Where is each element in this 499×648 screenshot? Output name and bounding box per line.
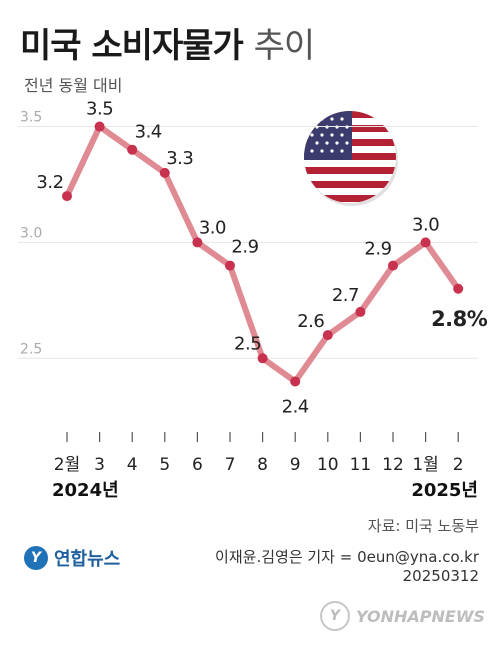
data-point bbox=[94, 121, 105, 132]
data-point bbox=[127, 144, 138, 155]
x-tick-label: 2 bbox=[453, 455, 464, 475]
x-tick-label: 4 bbox=[127, 455, 138, 475]
data-label: 2.9 bbox=[364, 239, 391, 260]
x-tick-label: 8 bbox=[257, 455, 268, 475]
data-label: 3.5 bbox=[86, 99, 113, 120]
watermark-text: YONHAPNEWS bbox=[356, 606, 485, 626]
x-tick-label: 12 bbox=[382, 455, 404, 475]
data-label: 3.4 bbox=[135, 122, 162, 143]
chart-title: 미국 소비자물가 추이 bbox=[20, 18, 316, 67]
watermark: Y YONHAPNEWS bbox=[320, 601, 485, 631]
data-point bbox=[290, 376, 301, 387]
data-point bbox=[257, 353, 268, 364]
data-label: 3.2 bbox=[36, 172, 63, 193]
x-tick-label: 10 bbox=[317, 455, 339, 475]
x-tick-label: 1월 bbox=[412, 455, 438, 475]
data-label: 3.3 bbox=[166, 148, 193, 169]
x-tick-label: 2월 bbox=[54, 455, 80, 475]
yonhap-logo-icon: Y bbox=[24, 546, 48, 570]
y-tick-label: 3.0 bbox=[20, 225, 42, 241]
credit: 이재윤.김영은 기자 = 0eun@yna.co.kr 20250312 bbox=[215, 548, 479, 586]
credit-line: 이재윤.김영은 기자 = 0eun@yna.co.kr bbox=[215, 548, 479, 566]
data-label: 2.9 bbox=[231, 237, 258, 258]
x-year-label: 2024년 bbox=[52, 480, 119, 501]
x-tick-label: 5 bbox=[159, 455, 170, 475]
data-point bbox=[62, 191, 72, 202]
data-label: 2.4 bbox=[282, 396, 309, 417]
data-label: 2.5 bbox=[234, 333, 261, 354]
x-tick-label: 6 bbox=[192, 455, 203, 475]
yonhap-logo-text: 연합뉴스 bbox=[54, 549, 121, 570]
y-tick-label: 2.5 bbox=[20, 341, 42, 357]
title-light: 추이 bbox=[253, 26, 316, 66]
data-label: 2.7 bbox=[332, 285, 359, 306]
data-point bbox=[192, 237, 203, 248]
data-label: 2.6 bbox=[297, 311, 324, 332]
source-note: 자료: 미국 노동부 bbox=[367, 517, 479, 535]
yonhap-logo: Y 연합뉴스 bbox=[24, 545, 120, 571]
x-year-label: 2025년 bbox=[411, 480, 478, 501]
data-point bbox=[225, 260, 235, 271]
x-tick-label: 3 bbox=[94, 455, 105, 475]
data-point bbox=[159, 167, 170, 178]
x-tick-label: 9 bbox=[290, 455, 301, 475]
data-label: 3.0 bbox=[199, 217, 226, 238]
x-tick-label: 7 bbox=[225, 455, 236, 475]
data-label: 2.8% bbox=[431, 307, 488, 331]
x-tick-label: 11 bbox=[350, 455, 372, 475]
data-point bbox=[388, 260, 398, 271]
data-point bbox=[420, 237, 431, 248]
data-point bbox=[453, 283, 464, 294]
y-tick-label: 3.5 bbox=[20, 110, 42, 126]
data-label: 3.0 bbox=[412, 214, 439, 235]
credit-date: 20250312 bbox=[402, 567, 479, 585]
chart-subtitle: 전년 동월 대비 bbox=[24, 76, 123, 95]
series-line bbox=[64, 123, 462, 385]
us-flag-icon bbox=[304, 111, 398, 206]
watermark-icon: Y bbox=[320, 601, 350, 631]
title-main: 미국 소비자물가 bbox=[20, 26, 244, 66]
data-point bbox=[322, 330, 333, 341]
data-point bbox=[355, 306, 366, 317]
